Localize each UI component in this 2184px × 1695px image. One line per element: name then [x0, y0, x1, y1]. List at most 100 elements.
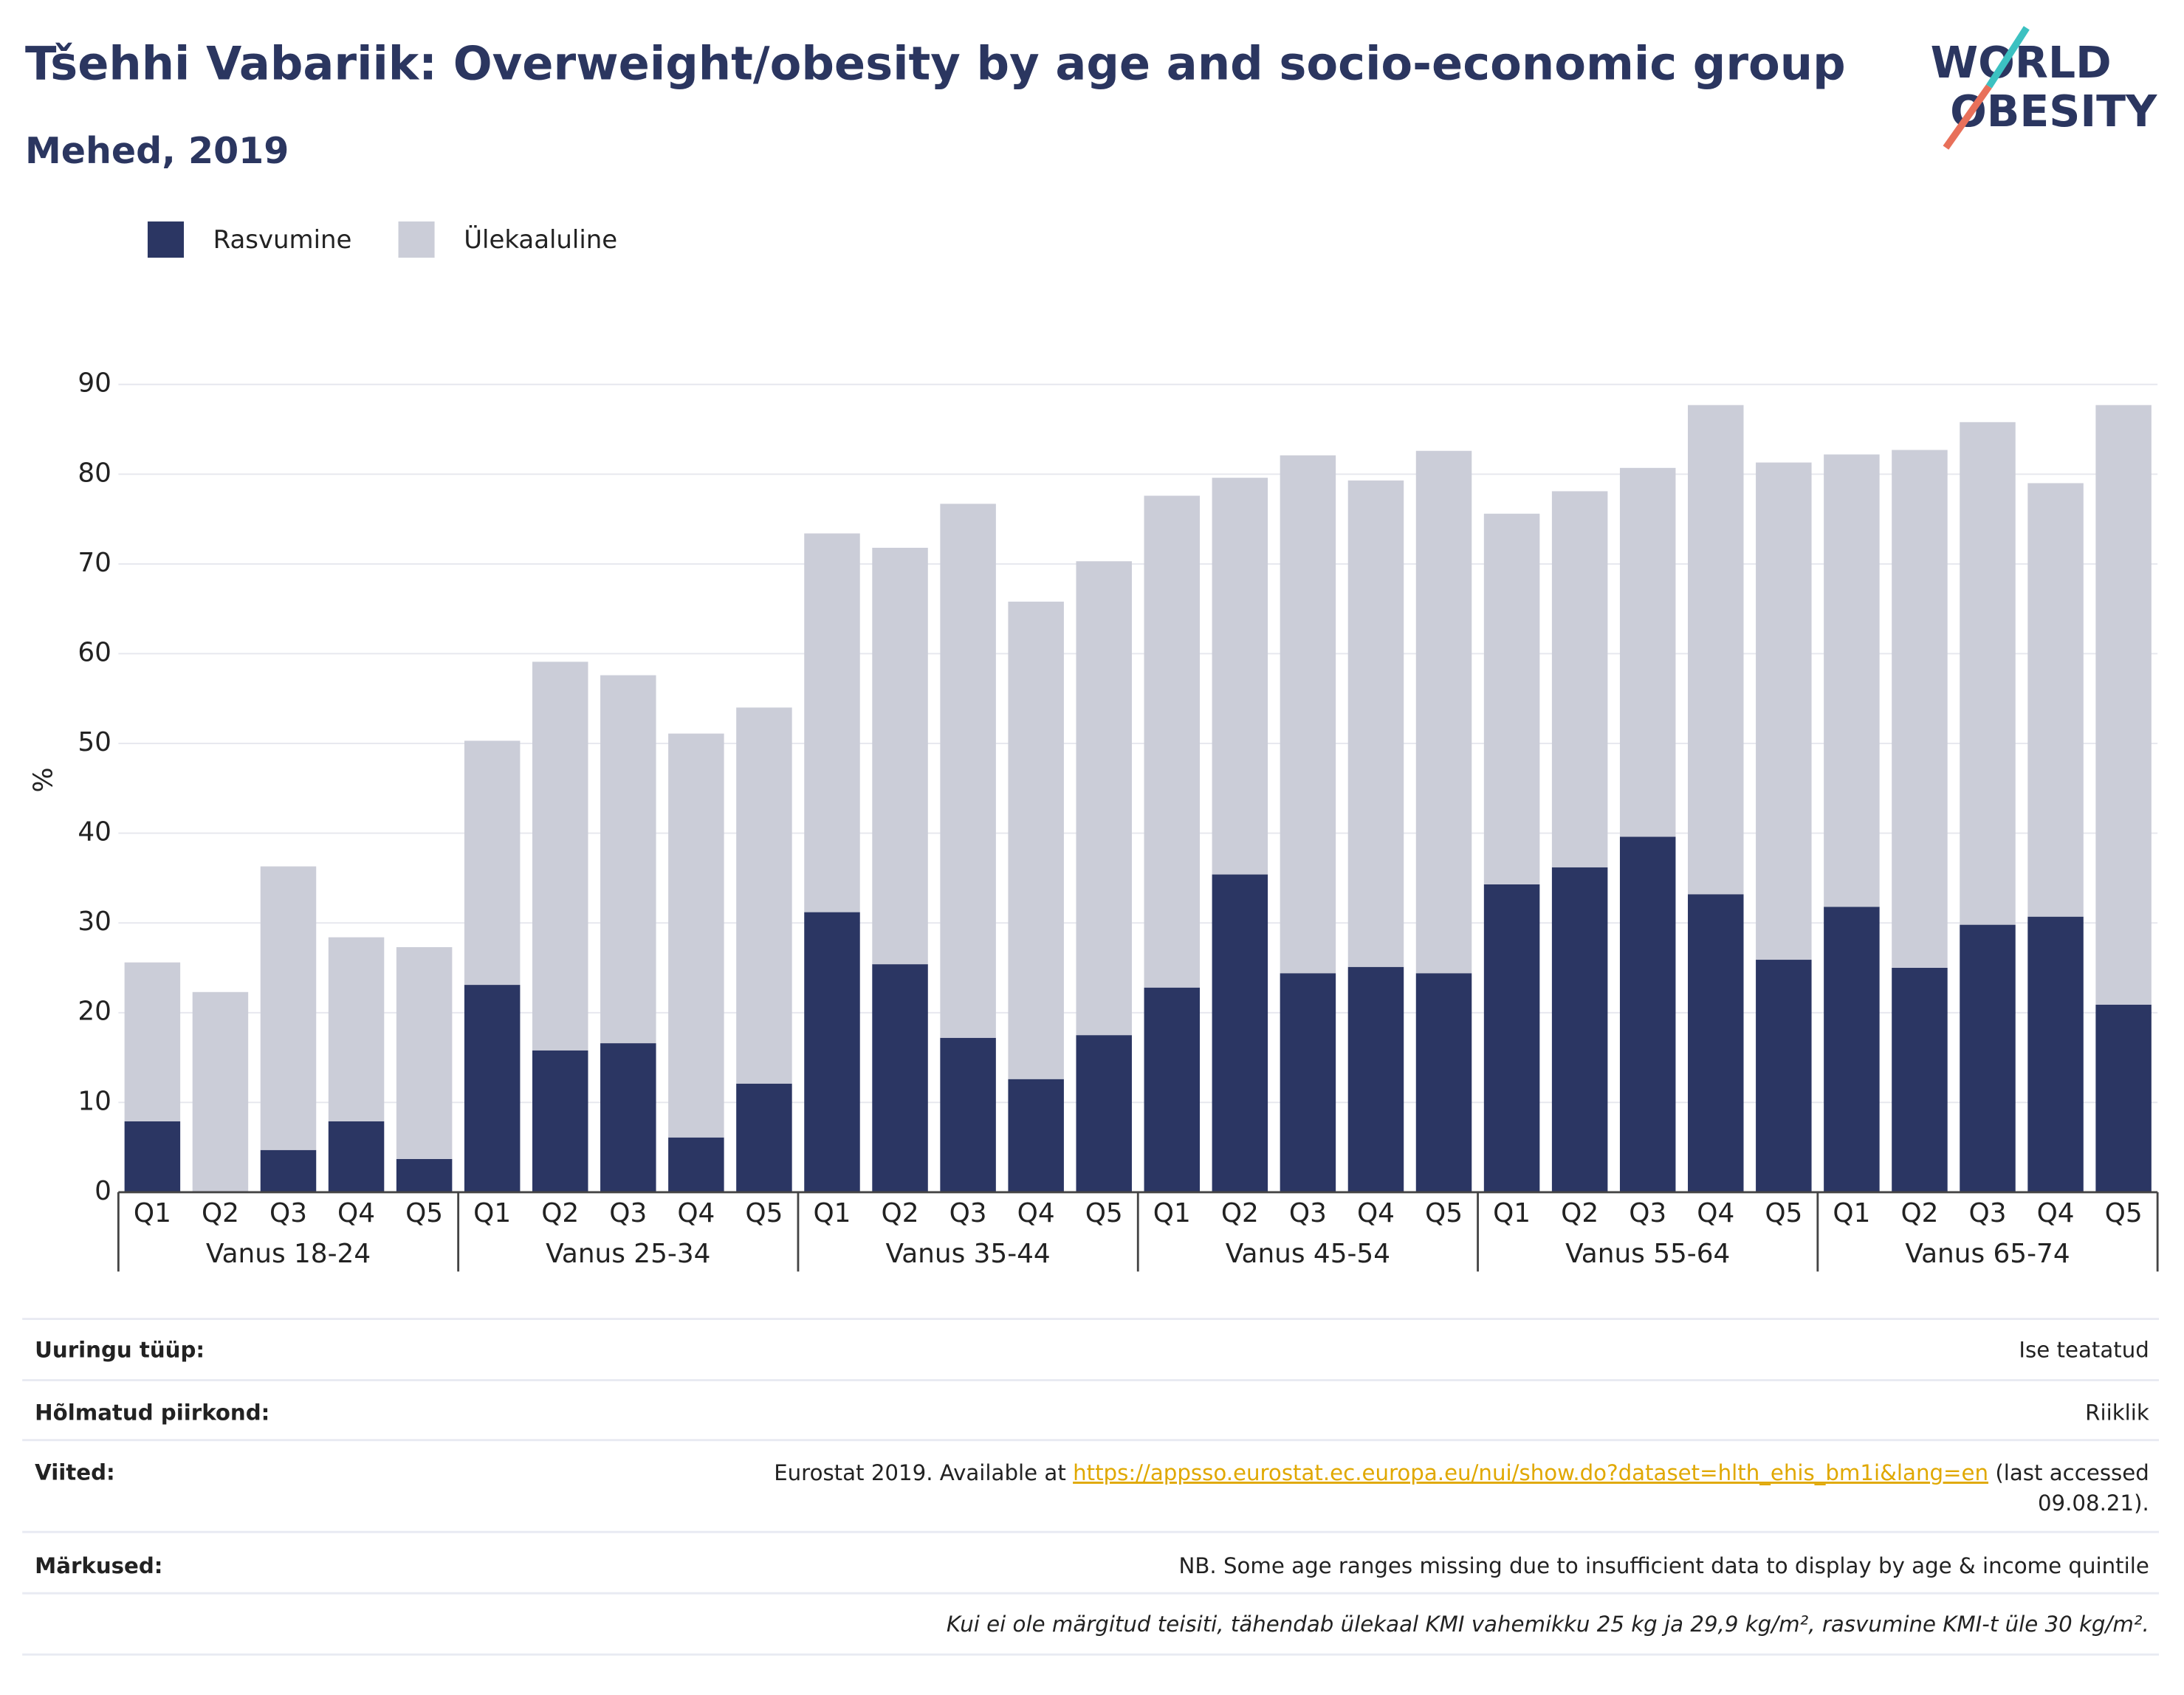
group-label: Vanus 35-44: [885, 1239, 1050, 1269]
x-tick-label: Q5: [745, 1198, 783, 1228]
x-tick-label: Q5: [2105, 1198, 2143, 1228]
logo-text: WORLD: [1931, 38, 2112, 88]
bar: [872, 548, 928, 965]
logo-stroke: [1985, 26, 2030, 89]
bar: [1960, 422, 2016, 925]
x-tick-label: Q1: [1833, 1198, 1870, 1228]
bar: [1076, 561, 1132, 1036]
bar: [1892, 450, 1948, 968]
x-tick-label: Q5: [405, 1198, 443, 1228]
y-tick-label: 10: [78, 1086, 111, 1116]
bar: [1688, 894, 1744, 1192]
bar: [1347, 966, 1404, 1192]
bar: [192, 991, 249, 1192]
x-tick-label: Q5: [1765, 1198, 1802, 1228]
bar: [1619, 836, 1676, 1192]
row-label: Viited:: [35, 1460, 115, 1485]
bar: [464, 740, 521, 986]
bar: [1144, 987, 1201, 1192]
x-tick-label: Q2: [1900, 1198, 1938, 1228]
chart-subtitle: Mehed, 2019: [25, 129, 289, 172]
bar: [328, 1121, 385, 1192]
y-tick-label: 40: [78, 817, 111, 848]
text-part: (last accessed: [1988, 1460, 2149, 1485]
x-tick-label: Q1: [1493, 1198, 1531, 1228]
x-tick-label: Q4: [337, 1198, 375, 1228]
x-tick-label: Q5: [1425, 1198, 1463, 1228]
y-tick-label: 20: [78, 997, 111, 1027]
bar: [1551, 491, 1608, 867]
y-tick-label: 80: [78, 458, 111, 488]
x-tick-label: Q4: [1017, 1198, 1055, 1228]
bar: [1824, 454, 1880, 907]
bar: [1415, 973, 1472, 1192]
legend-label: Rasvumine: [213, 225, 352, 255]
y-tick-label: 50: [78, 727, 111, 757]
bar: [940, 503, 996, 1038]
group-label: Vanus 45-54: [1226, 1239, 1390, 1269]
bar: [532, 661, 588, 1051]
text-part: Eurostat 2019. Available at: [774, 1460, 1073, 1485]
bar: [1960, 924, 2016, 1192]
y-axis-label: %: [28, 767, 58, 792]
x-tick-label: Q2: [202, 1198, 239, 1228]
row-value: 09.08.21).: [2038, 1491, 2149, 1516]
bar: [1212, 874, 1268, 1192]
y-tick-label: 0: [95, 1176, 111, 1206]
bar: [1212, 478, 1268, 875]
bar: [736, 1083, 792, 1192]
bar: [1483, 513, 1540, 884]
x-tick-label: Q3: [1629, 1198, 1666, 1228]
row-label: Uuringu tüüp:: [35, 1337, 205, 1362]
x-tick-label: Q1: [134, 1198, 171, 1228]
row-label: Märkused:: [35, 1553, 162, 1578]
bar: [124, 962, 181, 1121]
bar: [600, 1043, 656, 1192]
bar: [736, 707, 792, 1084]
row-label: Hõlmatud piirkond:: [35, 1400, 269, 1425]
y-tick-label: 70: [78, 548, 111, 578]
x-tick-label: Q4: [677, 1198, 715, 1228]
bar: [804, 912, 860, 1192]
bar: [600, 675, 656, 1044]
bar: [1824, 907, 1880, 1192]
bar: [2095, 405, 2152, 1005]
reference-link: https://appsso.eurostat.ec.europa.eu/nui…: [1073, 1460, 1988, 1485]
bar: [532, 1050, 588, 1192]
x-tick-label: Q2: [1221, 1198, 1259, 1228]
bar: [872, 964, 928, 1192]
bar: [1347, 480, 1404, 967]
group-label: Vanus 65-74: [1905, 1239, 2070, 1269]
bar: [804, 533, 860, 912]
logo-stroke: [1943, 84, 1992, 150]
x-tick-label: Q4: [1697, 1198, 1734, 1228]
bar: [1008, 1079, 1064, 1192]
bar: [260, 1149, 317, 1192]
bar: [1483, 884, 1540, 1192]
group-label: Vanus 55-64: [1565, 1239, 1730, 1269]
legend-swatch: [398, 221, 435, 258]
y-tick-label: 30: [78, 907, 111, 937]
row-value: Ise teatatud: [2019, 1337, 2149, 1362]
row-value: Riiklik: [2085, 1400, 2149, 1425]
x-tick-label: Q5: [1085, 1198, 1123, 1228]
x-tick-label: Q3: [950, 1198, 987, 1228]
bar: [1756, 960, 1812, 1192]
bar: [124, 1121, 181, 1192]
x-tick-label: Q1: [473, 1198, 511, 1228]
bar: [1551, 867, 1608, 1192]
bar: [396, 1158, 453, 1192]
bar: [1756, 462, 1812, 960]
x-tick-label: Q4: [1357, 1198, 1395, 1228]
bar: [1892, 967, 1948, 1192]
bar: [1688, 405, 1744, 895]
x-tick-label: Q3: [1289, 1198, 1327, 1228]
x-tick-label: Q2: [882, 1198, 919, 1228]
table-note: Kui ei ole märgitud teisiti, tähendab ül…: [947, 1612, 2149, 1637]
bar: [940, 1037, 996, 1192]
bar: [1280, 455, 1336, 974]
y-tick-label: 60: [78, 637, 111, 667]
legend-label: Ülekaaluline: [464, 224, 617, 255]
group-label: Vanus 18-24: [206, 1239, 371, 1269]
